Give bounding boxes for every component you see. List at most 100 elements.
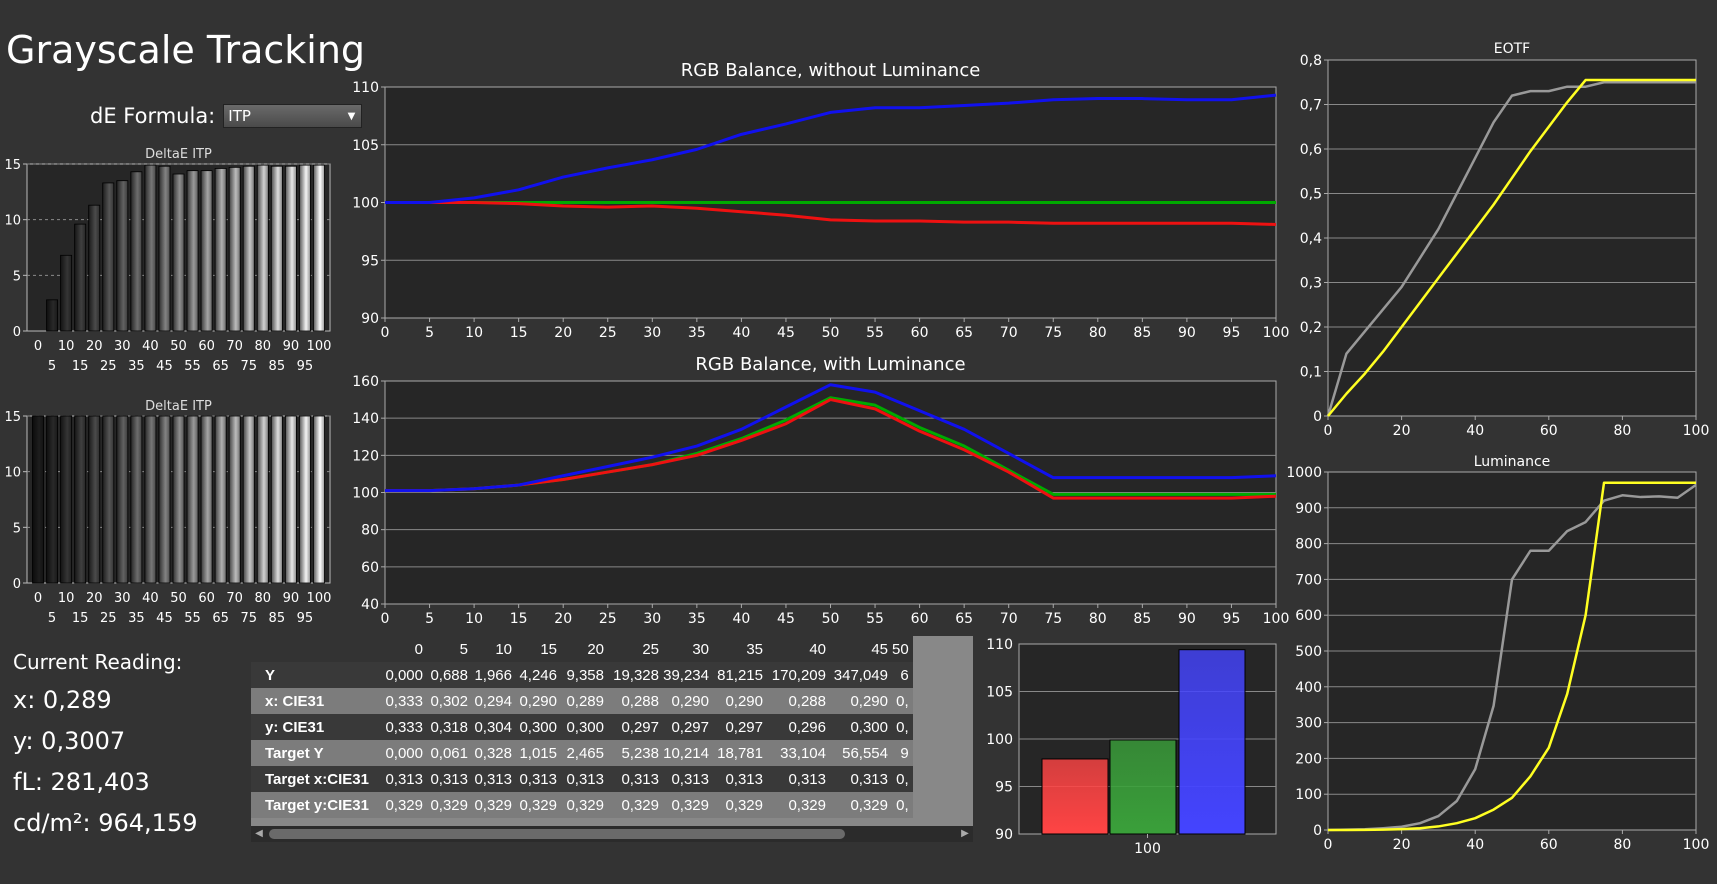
deltae-bar xyxy=(46,299,58,332)
table-cell: 0,288 xyxy=(767,688,830,714)
table-cell: 0,329 xyxy=(379,792,427,818)
y-tick-label: 5 xyxy=(13,521,21,536)
table-cell: 18,781 xyxy=(713,740,767,766)
table-cell: 0,329 xyxy=(663,792,713,818)
y-tick-label: 200 xyxy=(1295,751,1322,767)
deltae-bar xyxy=(88,204,101,332)
y-tick-label: 900 xyxy=(1295,501,1322,517)
y-tick-label: 100 xyxy=(986,732,1013,748)
column-header: 15 xyxy=(516,636,561,662)
y-tick-label: 0 xyxy=(1313,409,1322,425)
deltae-bar xyxy=(186,415,199,584)
chart-title: Luminance xyxy=(1474,454,1551,470)
reading-x: x: 0,289 xyxy=(13,686,112,714)
x-tick-label: 50 xyxy=(822,611,840,627)
deltae-bar xyxy=(74,415,87,584)
row-label: Target y:CIE31 xyxy=(251,792,379,818)
scrollbar-thumb[interactable] xyxy=(269,829,845,839)
deltae-bar xyxy=(74,223,87,332)
x-tick-label: 75 xyxy=(240,359,257,370)
table-cell: 0,313 xyxy=(767,766,830,792)
deltae-bar xyxy=(242,415,255,584)
row-label: Target Y xyxy=(251,740,379,766)
x-tick-label: 55 xyxy=(184,611,201,626)
x-tick-label: 95 xyxy=(1223,611,1241,627)
y-tick-label: 800 xyxy=(1295,537,1322,553)
rgb-bar xyxy=(1178,649,1246,835)
x-tick-label: 5 xyxy=(48,611,56,626)
x-tick-label: 20 xyxy=(86,591,103,606)
reading-fl: fL: 281,403 xyxy=(13,768,150,796)
y-tick-label: 10 xyxy=(4,214,21,229)
deltae-bar xyxy=(88,415,101,584)
deltae-bar xyxy=(172,415,185,584)
y-tick-label: 400 xyxy=(1295,680,1322,696)
x-tick-label: 55 xyxy=(866,325,884,340)
table-cell: 0,328 xyxy=(472,740,516,766)
y-tick-label: 5 xyxy=(13,269,21,284)
scroll-right-icon[interactable]: ▶ xyxy=(961,828,969,839)
x-tick-label: 100 xyxy=(1263,611,1290,627)
x-tick-label: 15 xyxy=(510,611,528,627)
x-tick-label: 85 xyxy=(1133,325,1151,340)
x-tick-label: 10 xyxy=(465,611,483,627)
series-line xyxy=(1327,483,1697,832)
x-tick-label: 65 xyxy=(212,611,229,626)
table-cell: 0,297 xyxy=(713,714,767,740)
deltae-bar xyxy=(144,164,157,332)
deltae-bar xyxy=(313,164,325,332)
x-tick-label: 20 xyxy=(554,611,572,627)
y-tick-label: 15 xyxy=(4,158,21,173)
x-tick-label: 95 xyxy=(1223,325,1241,340)
y-tick-label: 110 xyxy=(986,637,1013,653)
y-tick-label: 40 xyxy=(361,597,379,613)
x-tick-label: 40 xyxy=(142,591,159,606)
y-tick-label: 0,3 xyxy=(1300,276,1322,292)
table-cell: 0,294 xyxy=(472,688,516,714)
y-tick-label: 15 xyxy=(4,410,21,425)
series-line xyxy=(1327,78,1696,417)
x-tick-label: 100 xyxy=(1134,841,1161,857)
x-tick-label: 40 xyxy=(732,611,750,627)
scroll-left-icon[interactable]: ◀ xyxy=(255,828,263,839)
table-row: Target y:CIE31 0,329 0,329 0,329 0,329 0,329 0… xyxy=(251,792,913,818)
series-line xyxy=(385,383,1277,493)
deltae-bar xyxy=(270,415,283,584)
y-tick-label: 0,1 xyxy=(1300,365,1322,381)
x-tick-label: 0 xyxy=(381,325,390,340)
current-reading-header: Current Reading: xyxy=(13,650,183,674)
x-tick-label: 50 xyxy=(170,339,187,354)
column-header: 20 xyxy=(561,636,608,662)
table-cell: 4,246 xyxy=(516,662,561,688)
x-tick-label: 5 xyxy=(425,325,434,340)
y-tick-label: 105 xyxy=(352,138,379,154)
table-cell: 0,300 xyxy=(561,714,608,740)
y-tick-label: 0 xyxy=(1313,823,1322,839)
deltae-bar xyxy=(200,170,213,332)
table-cell: 5,238 xyxy=(608,740,663,766)
deltae-bar xyxy=(256,415,269,584)
x-tick-label: 30 xyxy=(114,339,131,354)
table-cell: 0,329 xyxy=(561,792,608,818)
x-tick-label: 25 xyxy=(599,611,617,627)
x-tick-label: 90 xyxy=(1178,325,1196,340)
deltae-bar xyxy=(284,415,297,584)
y-tick-label: 160 xyxy=(352,374,379,390)
table-cell: 0,313 xyxy=(663,766,713,792)
table-cell: 56,554 xyxy=(830,740,892,766)
x-tick-label: 90 xyxy=(1178,611,1196,627)
table-cell: 1,966 xyxy=(472,662,516,688)
x-tick-label: 100 xyxy=(1683,423,1710,439)
horizontal-scrollbar[interactable]: ◀ ▶ xyxy=(251,826,973,842)
x-tick-label: 5 xyxy=(48,359,56,370)
y-tick-label: 0,6 xyxy=(1300,142,1322,158)
x-tick-label: 10 xyxy=(58,339,75,354)
x-tick-label: 40 xyxy=(1466,423,1484,439)
de-formula-dropdown[interactable]: ITP ▼ xyxy=(223,104,363,128)
y-tick-label: 90 xyxy=(361,311,379,327)
column-header: 30 xyxy=(663,636,713,662)
y-tick-label: 0 xyxy=(13,577,21,592)
current-reading-panel: Current Reading: x: 0,289 y: 0,3007 fL: … xyxy=(13,650,197,850)
y-tick-label: 0,7 xyxy=(1300,98,1322,114)
reading-cdm2: cd/m²: 964,159 xyxy=(13,809,198,837)
